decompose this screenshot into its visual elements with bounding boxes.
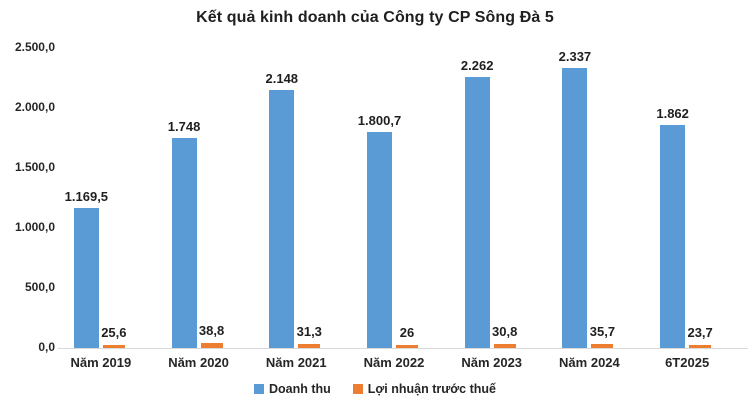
revenue-value-label: 1.748	[167, 119, 201, 135]
profit-bar	[200, 343, 223, 348]
x-axis-label: Năm 2021	[265, 355, 327, 370]
x-axis-label: Năm 2024	[559, 355, 620, 370]
x-axis-label: Năm 2022	[363, 355, 425, 370]
profit-value-label: 31,3	[296, 324, 322, 340]
profit-value-label: 38,8	[198, 323, 225, 339]
x-axis-label: Năm 2023	[461, 355, 523, 370]
profit-value-label: 35,7	[589, 323, 616, 339]
profit-value-label: 30,8	[492, 324, 518, 340]
profit-bar	[689, 345, 712, 348]
legend-label-profit: Lợi nhuận trước thuế	[367, 382, 496, 396]
chart-title: Kết quả kinh doanh của Công ty CP Sông Đ…	[196, 9, 554, 26]
x-axis-line	[58, 348, 748, 349]
plot-area: 1.169,5 25,6 Năm 2019 1.748 38,8 Năm 2020 2.14…	[52, 48, 736, 370]
legend-item-revenue: Doanh thu	[253, 382, 331, 396]
profit-bar	[395, 344, 418, 348]
x-axis-label: Năm 2019	[70, 355, 132, 370]
bar-group: 2.337 35,7 Năm 2024	[541, 48, 639, 370]
revenue-value-label: 1.862	[656, 105, 689, 121]
legend-label-revenue: Doanh thu	[268, 382, 331, 396]
y-axis: 0,0 500,0 1.000,0 1.500,0 2.000,0 2.500,0	[0, 0, 55, 408]
revenue-bar	[269, 90, 295, 348]
y-axis-tick-label: 0,0	[38, 340, 55, 354]
profit-value-label: 23,7	[687, 325, 713, 341]
y-axis-tick-label: 2.500,0	[14, 40, 55, 54]
revenue-bar	[73, 207, 99, 348]
legend-item-profit: Lợi nhuận trước thuế	[352, 382, 496, 396]
legend-swatch-profit-icon	[352, 384, 363, 394]
revenue-value-label: 2.262	[460, 57, 494, 73]
profit-bar	[298, 344, 321, 348]
revenue-value-label: 2.148	[265, 71, 299, 87]
x-axis-label: Năm 2020	[168, 355, 229, 370]
y-axis-tick-label: 500,0	[24, 280, 55, 294]
revenue-bar	[464, 76, 490, 348]
profit-bar	[102, 344, 125, 348]
profit-value-label: 25,6	[101, 324, 127, 340]
revenue-bar	[660, 124, 686, 348]
profit-value-label: 26	[399, 324, 415, 340]
revenue-value-label: 2.337	[558, 48, 592, 64]
profit-bar	[591, 343, 614, 348]
y-axis-tick-label: 1.000,0	[14, 220, 55, 234]
bar-group: 2.262 30,8 Năm 2023	[443, 48, 541, 370]
bar-group: 1.748 38,8 Năm 2020	[150, 48, 248, 370]
bar-group: 2.148 31,3 Năm 2021	[247, 48, 345, 370]
chart-legend: Doanh thu Lợi nhuận trước thuế	[0, 382, 750, 396]
revenue-bar	[562, 67, 588, 348]
y-axis-tick-label: 2.000,0	[14, 100, 55, 114]
revenue-bar	[366, 131, 392, 348]
profit-bar	[493, 344, 516, 348]
legend-swatch-revenue-icon	[253, 384, 264, 394]
x-axis-label: 6T2025	[665, 355, 710, 370]
bar-group: 1.169,5 25,6 Năm 2019	[52, 48, 150, 370]
y-axis-tick-label: 1.500,0	[14, 160, 55, 174]
revenue-value-label: 1.800,7	[357, 112, 402, 128]
revenue-bar	[171, 138, 197, 348]
bar-group: 1.862 23,7 6T2025	[638, 48, 736, 370]
revenue-value-label: 1.169,5	[64, 188, 109, 204]
bar-group: 1.800,7 26 Năm 2022	[345, 48, 443, 370]
